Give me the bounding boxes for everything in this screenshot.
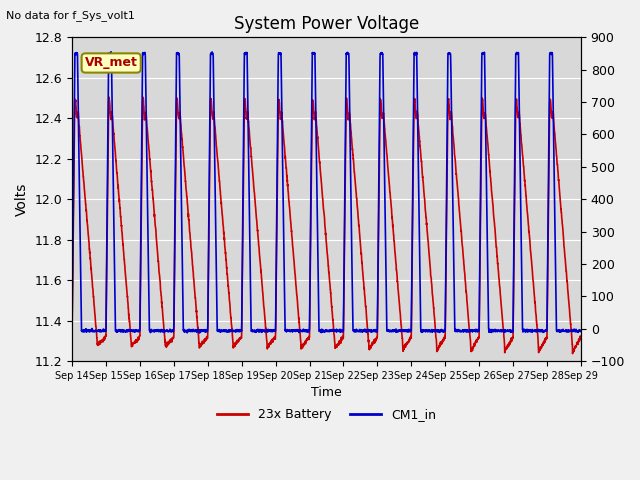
CM1_in	[577, 328, 585, 334]
23x Battery	[569, 351, 577, 357]
CM1_in	[126, 328, 134, 334]
23x Battery	[577, 334, 585, 340]
Text: VR_met: VR_met	[84, 57, 138, 70]
Legend: 23x Battery, CM1_in: 23x Battery, CM1_in	[212, 403, 442, 426]
CM1_in	[568, 328, 575, 334]
CM1_in	[108, 49, 115, 55]
CM1_in	[285, 328, 293, 334]
23x Battery	[126, 329, 134, 335]
CM1_in	[513, 51, 520, 57]
23x Battery	[285, 204, 293, 210]
Line: CM1_in: CM1_in	[72, 52, 581, 333]
23x Battery	[513, 98, 520, 104]
Line: 23x Battery: 23x Battery	[72, 97, 581, 354]
Title: System Power Voltage: System Power Voltage	[234, 15, 419, 33]
23x Battery	[567, 327, 575, 333]
CM1_in	[264, 329, 271, 335]
23x Battery	[264, 346, 271, 352]
X-axis label: Time: Time	[311, 386, 342, 399]
Y-axis label: Volts: Volts	[15, 182, 29, 216]
23x Battery	[105, 94, 113, 100]
CM1_in	[68, 327, 76, 333]
CM1_in	[196, 330, 204, 336]
Text: No data for f_Sys_volt1: No data for f_Sys_volt1	[6, 10, 135, 21]
23x Battery	[157, 285, 164, 290]
23x Battery	[68, 332, 76, 338]
CM1_in	[157, 327, 164, 333]
